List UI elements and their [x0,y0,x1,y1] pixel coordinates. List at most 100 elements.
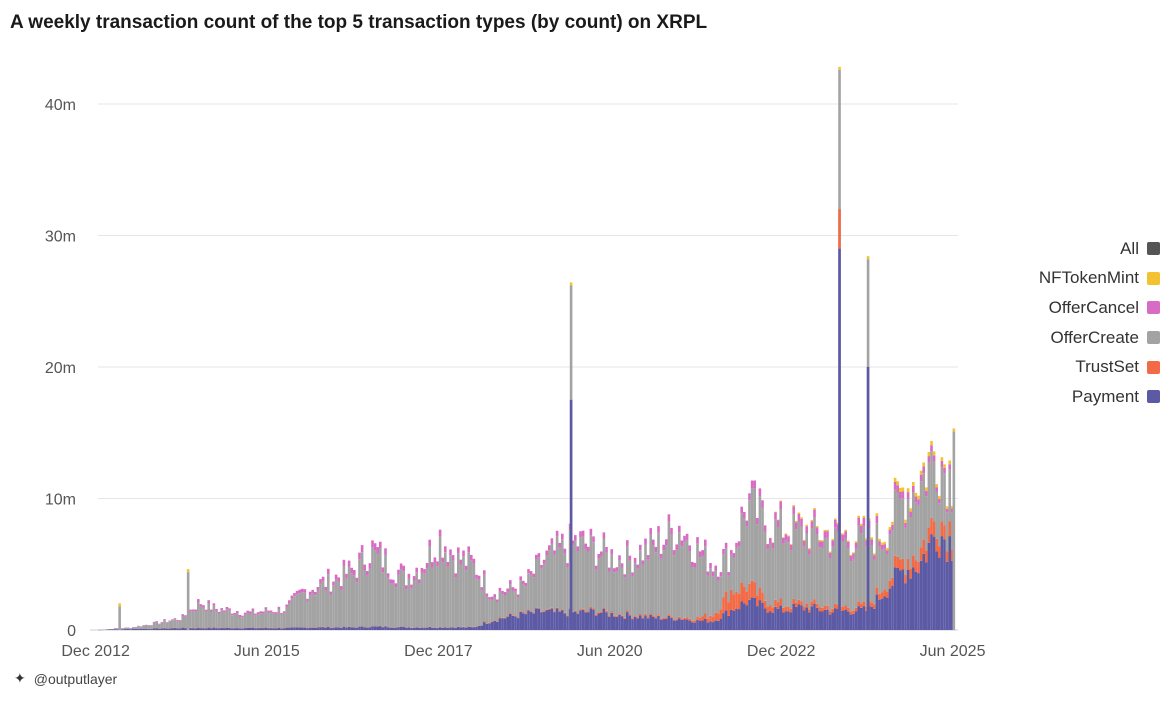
bar-offercancel [438,529,442,537]
bar-trustset [878,593,881,600]
bar-payment [605,612,608,630]
legend-swatch-payment [1147,390,1160,404]
bar-payment [672,620,676,630]
bar-offercancel [743,512,746,519]
bar-offercancel [951,508,954,513]
bar-offercreate [139,626,143,629]
legend-label: OfferCancel [1048,297,1139,317]
bar-nftokenmint [800,517,803,519]
bar-nftokenmint [810,519,814,522]
bar-trustset [834,603,837,609]
legend-item-nftokenmint[interactable]: NFTokenMint [990,264,1160,294]
bar-payment [945,561,949,630]
bar-offercancel [475,574,478,579]
bar-offercreate [420,572,424,628]
bar-offercreate [782,543,785,608]
bar-payment [254,628,257,630]
bar-payment [584,612,587,630]
x-tick-label: Jun 2015 [234,643,300,660]
bar-payment [727,615,730,630]
bar-offercreate [249,613,252,628]
bar-payment [537,608,541,630]
bar-offercancel [457,547,460,554]
bar-trustset [756,595,759,607]
bar-offercreate [173,619,177,628]
bar-payment [766,612,769,630]
bar-payment [714,620,717,630]
bar-offercancel [657,526,660,533]
bar-offercreate [108,629,112,630]
bar-trustset [579,609,582,611]
bar-offercreate [688,551,691,619]
bar-payment [808,612,811,630]
bar-offercreate [896,492,899,557]
bar-payment [522,613,525,630]
bar-payment [256,628,260,630]
bar-offercreate [615,571,619,616]
bar-payment [776,608,780,630]
bar-payment [579,610,582,630]
bar-payment [225,627,229,630]
bar-nftokenmint [776,519,780,521]
bar-offercancel [311,589,314,594]
bar-nftokenmint [852,552,855,554]
bar-offercancel [381,567,385,573]
bar-offercancel [587,546,590,552]
bar-payment [129,629,132,630]
bar-payment [938,557,941,630]
bar-offercancel [802,541,806,547]
bar-offercancel [789,544,793,551]
x-tick-label: Dec 2017 [404,643,473,660]
bar-offercancel [376,547,379,554]
legend-item-payment[interactable]: Payment [990,382,1160,412]
bar-offercancel [571,540,574,546]
bar-offercreate [771,548,775,608]
bar-payment [199,628,203,630]
bar-offercancel [602,532,606,539]
bar-payment [597,613,600,630]
bar-payment [860,607,863,630]
bar-payment [511,615,515,630]
bar-offercancel [852,553,855,559]
legend-item-offercancel[interactable]: OfferCancel [990,293,1160,323]
bar-payment [836,609,840,630]
bar-nftokenmint [909,508,912,512]
bar-offercancel [155,621,158,622]
bar-nftokenmint [922,462,925,467]
bar-trustset [553,611,556,613]
bars [98,66,956,631]
bar-offercreate [457,553,460,627]
bar-offercancel [319,579,322,584]
legend-item-trustset[interactable]: TrustSet [990,352,1160,382]
bar-offercreate [415,572,418,628]
bar-offercancel [683,535,686,542]
credit-text[interactable]: @outputlayer [33,670,118,687]
bar-offercreate [350,573,353,628]
bar-offercancel [883,544,886,549]
bar-trustset [932,521,936,537]
bar-offercancel [498,587,502,592]
bar-payment [272,628,275,630]
legend-item-offercreate[interactable]: OfferCreate [990,323,1160,353]
bar-payment [358,626,361,630]
bar-offercreate [662,550,665,618]
bar-offercancel [202,605,205,608]
bar-payment [288,627,291,630]
bar-trustset [797,599,801,605]
bar-offercancel [886,550,889,555]
bar-offercreate [633,562,637,616]
bar-offercreate [917,504,920,562]
bar-offercreate [376,553,379,627]
bar-offercancel [727,572,730,576]
bar-offercreate [756,524,759,596]
legend-item-all[interactable]: All [990,234,1160,264]
bar-offercreate [740,513,743,583]
bar-trustset [888,580,892,589]
bar-offercreate [789,550,793,609]
bar-offercreate [925,496,928,551]
bar-payment [758,600,762,630]
bar-offercancel [392,579,395,584]
bar-payment [841,610,845,630]
bar-payment [680,620,684,630]
bar-offercreate [698,557,702,618]
